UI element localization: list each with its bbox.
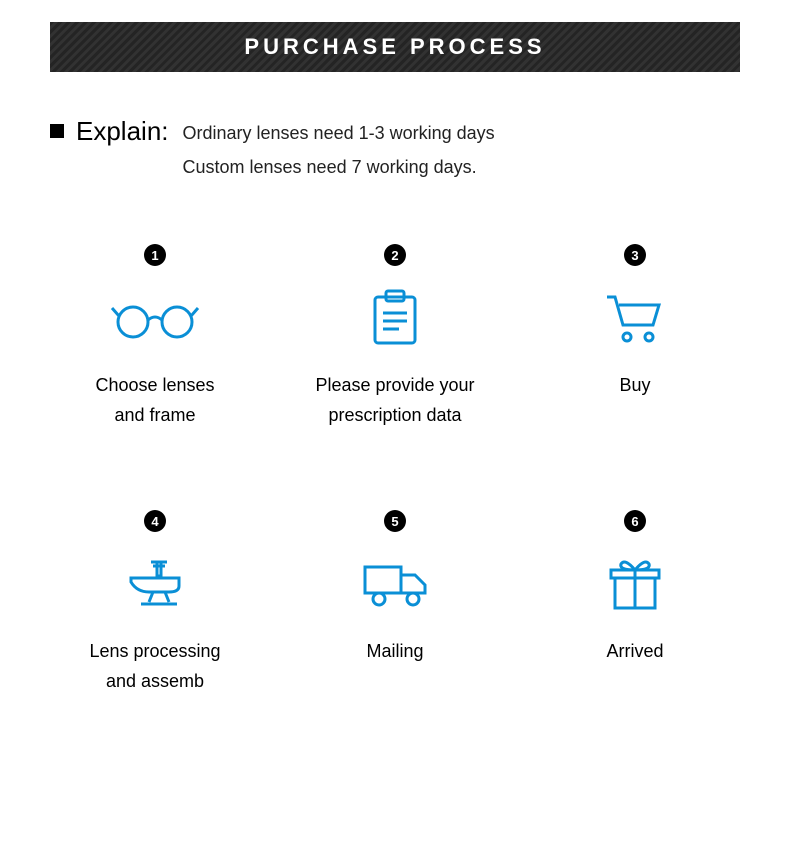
step-label: Arrived — [606, 636, 663, 666]
step-number-badge: 3 — [624, 244, 646, 266]
banner: PURCHASE PROCESS — [50, 22, 740, 72]
step-5: 5 Mailing — [290, 510, 500, 696]
step-number-badge: 4 — [144, 510, 166, 532]
glasses-icon — [110, 288, 200, 348]
step-label: Please provide your prescription data — [315, 370, 474, 430]
step-label-line2: and assemb — [89, 666, 220, 696]
step-label-line1: Please provide your — [315, 370, 474, 400]
anvil-icon — [123, 554, 187, 614]
step-label-line2: prescription data — [315, 400, 474, 430]
explain-line-1: Ordinary lenses need 1-3 working days — [183, 116, 495, 150]
truck-icon — [359, 554, 431, 614]
explain-line-2: Custom lenses need 7 working days. — [183, 150, 495, 184]
step-number-badge: 1 — [144, 244, 166, 266]
step-number-badge: 2 — [384, 244, 406, 266]
step-label-line1: Buy — [619, 370, 650, 400]
step-label-line1: Mailing — [366, 636, 423, 666]
square-bullet-icon — [50, 124, 64, 138]
step-number-badge: 5 — [384, 510, 406, 532]
steps-grid: 1 Choose lenses and frame 2 — [50, 244, 740, 696]
step-number-badge: 6 — [624, 510, 646, 532]
step-3: 3 Buy — [530, 244, 740, 430]
step-label: Lens processing and assemb — [89, 636, 220, 696]
step-2: 2 Please provide your prescription data — [290, 244, 500, 430]
explain-text: Ordinary lenses need 1-3 working days Cu… — [183, 116, 495, 184]
step-1: 1 Choose lenses and frame — [50, 244, 260, 430]
explain-section: Explain: Ordinary lenses need 1-3 workin… — [50, 116, 740, 184]
banner-title: PURCHASE PROCESS — [244, 34, 545, 60]
cart-icon — [603, 288, 667, 348]
step-label-line1: Lens processing — [89, 636, 220, 666]
step-label: Mailing — [366, 636, 423, 666]
step-label-line2: and frame — [95, 400, 214, 430]
step-4: 4 Lens processing and assemb — [50, 510, 260, 696]
step-6: 6 Arrived — [530, 510, 740, 696]
step-label-line1: Choose lenses — [95, 370, 214, 400]
clipboard-icon — [369, 288, 421, 348]
step-label: Choose lenses and frame — [95, 370, 214, 430]
gift-icon — [607, 554, 663, 614]
step-label-line1: Arrived — [606, 636, 663, 666]
step-label: Buy — [619, 370, 650, 400]
explain-label: Explain: — [76, 116, 169, 147]
